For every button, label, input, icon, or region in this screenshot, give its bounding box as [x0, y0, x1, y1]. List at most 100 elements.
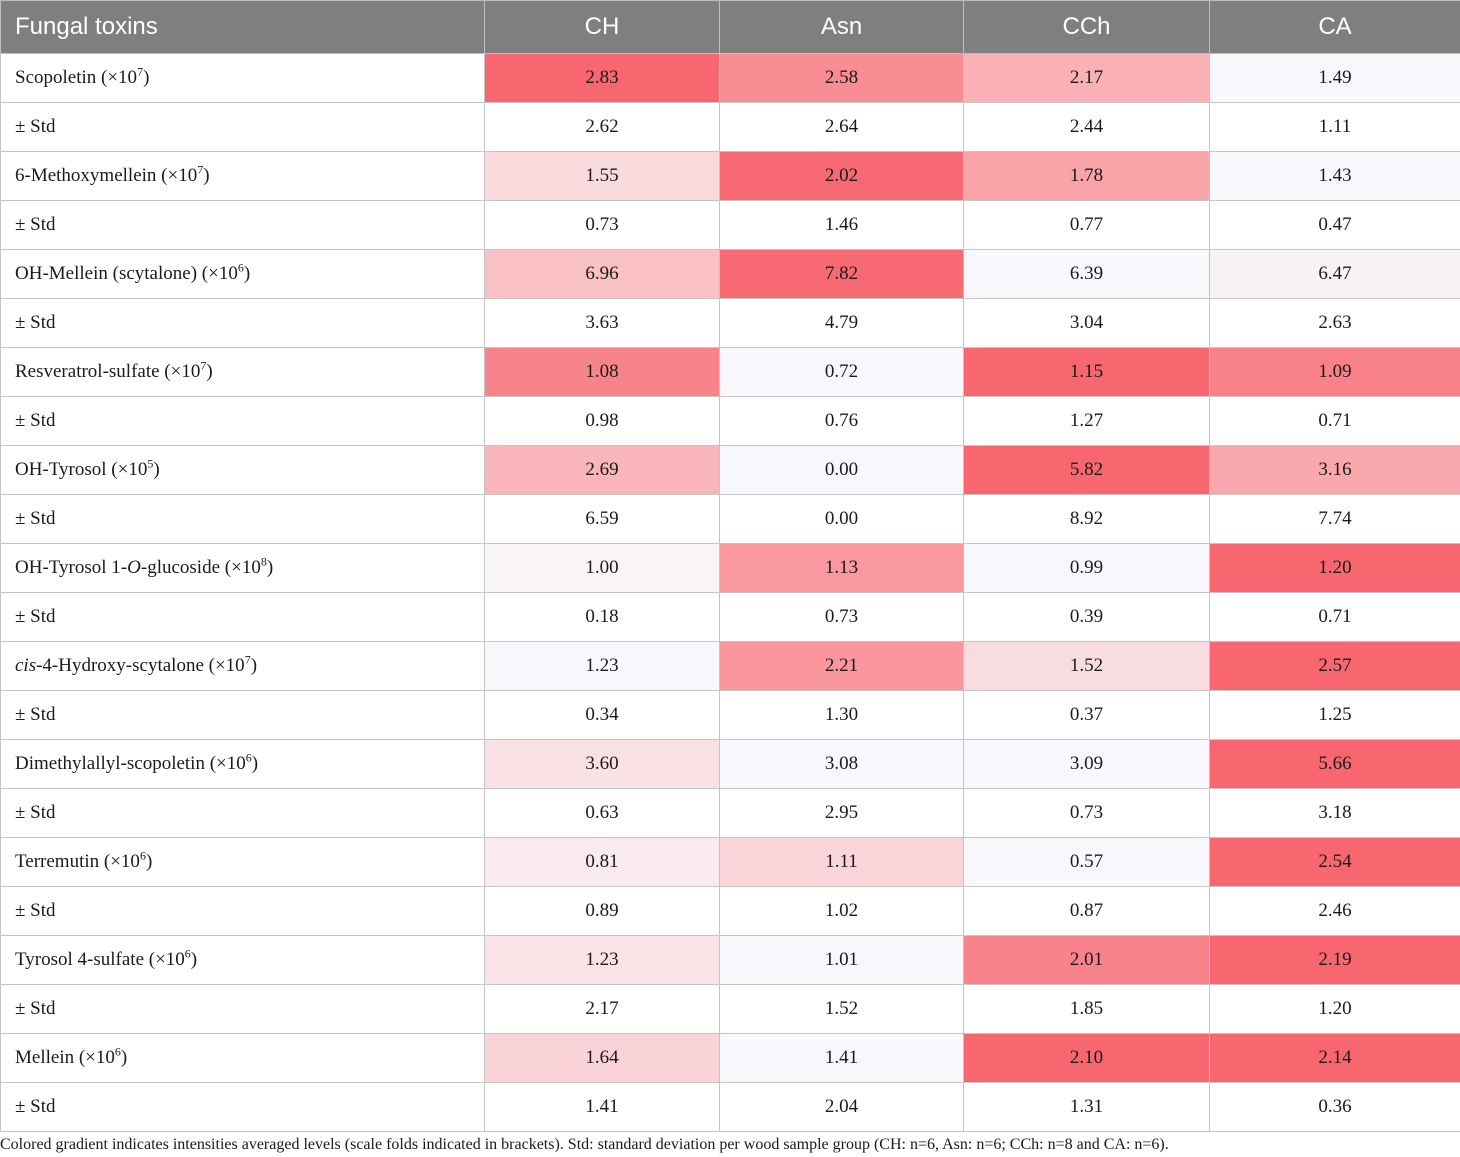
- compound-name-cell: ± Std: [0, 788, 485, 838]
- compound-name-suffix: ): [153, 459, 160, 480]
- scale-exponent: 6: [139, 848, 146, 863]
- value-cell: 2.17: [963, 53, 1210, 103]
- value-cell: 1.30: [719, 690, 964, 740]
- table-footnote: Colored gradient indicates intensities a…: [0, 1136, 1169, 1153]
- value-cell: 0.71: [1209, 592, 1460, 642]
- compound-name-italic: cis: [15, 655, 37, 676]
- compound-name-italic: O: [127, 557, 141, 578]
- table-row: ± Std 0.34 1.30 0.37 1.25: [0, 690, 1460, 740]
- compound-name-cell: OH-Tyrosol (×105): [0, 445, 485, 495]
- compound-name-suffix: ): [206, 361, 213, 382]
- compound-name-text: ± Std: [15, 606, 56, 627]
- value-cell: 1.78: [963, 151, 1210, 201]
- value-cell: 1.52: [719, 984, 964, 1034]
- table-row: ± Std 3.63 4.79 3.04 2.63: [0, 298, 1460, 348]
- table-row: ± Std 0.89 1.02 0.87 2.46: [0, 886, 1460, 936]
- value-cell: 2.83: [484, 53, 720, 103]
- compound-name-text: ± Std: [15, 312, 56, 333]
- scale-exponent: 8: [260, 554, 267, 569]
- value-cell: 1.23: [484, 641, 720, 691]
- value-cell: 7.74: [1209, 494, 1460, 544]
- value-cell: 2.95: [719, 788, 964, 838]
- value-cell: 0.76: [719, 396, 964, 446]
- value-cell: 0.98: [484, 396, 720, 446]
- compound-name-text: Dimethylallyl-scopoletin (×10: [15, 753, 246, 774]
- compound-name-suffix: ): [243, 263, 251, 284]
- scale-exponent: 7: [244, 652, 251, 667]
- table-row: ± Std 0.18 0.73 0.39 0.71: [0, 592, 1460, 642]
- compound-name-text: ± Std: [15, 900, 56, 921]
- value-cell: 1.02: [719, 886, 964, 936]
- scale-exponent: 7: [137, 64, 144, 79]
- compound-name-text: ± Std: [15, 802, 56, 823]
- compound-name-text: Tyrosol 4-sulfate (×10: [15, 949, 185, 970]
- compound-name-text: Resveratrol-sulfate (×10: [15, 361, 201, 382]
- compound-name-cell: ± Std: [0, 984, 485, 1034]
- value-cell: 0.18: [484, 592, 720, 642]
- value-cell: 3.08: [719, 739, 964, 789]
- value-cell: 2.19: [1209, 935, 1460, 985]
- value-cell: 4.79: [719, 298, 964, 348]
- compound-name-suffix: ): [190, 949, 198, 970]
- value-cell: 6.96: [484, 249, 720, 299]
- compound-name-text: ± Std: [15, 704, 56, 725]
- table-row: Terremutin (×106) 0.81 1.11 0.57 2.54: [0, 837, 1460, 887]
- table-row: OH-Tyrosol (×105) 2.69 0.00 5.82 3.16: [0, 445, 1460, 495]
- value-cell: 0.77: [963, 200, 1210, 250]
- scale-exponent: 7: [200, 358, 207, 373]
- value-cell: 1.15: [963, 347, 1210, 397]
- compound-name-text: Terremutin (×10: [15, 851, 140, 872]
- compound-name-text: OH-Tyrosol (×10: [15, 459, 148, 480]
- compound-name-suffix: ): [145, 851, 153, 872]
- value-cell: 5.82: [963, 445, 1210, 495]
- compound-name-cell: ± Std: [0, 396, 485, 446]
- scale-exponent: 6: [237, 260, 244, 275]
- compound-name-suffix: ): [203, 165, 210, 186]
- value-cell: 1.25: [1209, 690, 1460, 740]
- scale-exponent: 6: [184, 946, 191, 961]
- header-ca: CA: [1209, 0, 1460, 54]
- compound-name-cell: 6-Methoxymellein (×107): [0, 151, 485, 201]
- value-cell: 0.73: [719, 592, 964, 642]
- value-cell: 2.54: [1209, 837, 1460, 887]
- compound-name-suffix: ): [143, 67, 150, 88]
- value-cell: 0.37: [963, 690, 1210, 740]
- value-cell: 1.13: [719, 543, 964, 593]
- value-cell: 0.34: [484, 690, 720, 740]
- compound-name-cell: cis-4-Hydroxy-scytalone (×107): [0, 641, 485, 691]
- value-cell: 2.04: [719, 1082, 964, 1132]
- value-cell: 1.31: [963, 1082, 1210, 1132]
- fungal-toxins-table: Fungal toxins CH Asn CCh CA Scopoletin (…: [0, 0, 1460, 1132]
- compound-name-text: 6-Methoxymellein (×10: [15, 165, 198, 186]
- value-cell: 2.64: [719, 102, 964, 152]
- compound-name-text: ± Std: [15, 116, 56, 137]
- value-cell: 1.20: [1209, 543, 1460, 593]
- table-row: Scopoletin (×107) 2.83 2.58 2.17 1.49: [0, 53, 1460, 103]
- value-cell: 1.01: [719, 935, 964, 985]
- compound-name-cell: Scopoletin (×107): [0, 53, 485, 103]
- value-cell: 5.66: [1209, 739, 1460, 789]
- value-cell: 0.73: [484, 200, 720, 250]
- value-cell: 0.00: [719, 494, 964, 544]
- table-row: Tyrosol 4-sulfate (×106) 1.23 1.01 2.01 2.19: [0, 935, 1460, 985]
- header-fungal-toxins: Fungal toxins: [0, 0, 485, 54]
- value-cell: 1.85: [963, 984, 1210, 1034]
- table-row: Dimethylallyl-scopoletin (×106) 3.60 3.08 3…: [0, 739, 1460, 789]
- value-cell: 0.87: [963, 886, 1210, 936]
- value-cell: 2.69: [484, 445, 720, 495]
- value-cell: 1.64: [484, 1033, 720, 1083]
- value-cell: 2.02: [719, 151, 964, 201]
- value-cell: 1.41: [484, 1082, 720, 1132]
- value-cell: 1.41: [719, 1033, 964, 1083]
- header-asn: Asn: [719, 0, 964, 54]
- value-cell: 0.73: [963, 788, 1210, 838]
- value-cell: 2.01: [963, 935, 1210, 985]
- value-cell: 3.09: [963, 739, 1210, 789]
- compound-name-cell: ± Std: [0, 592, 485, 642]
- header-ch: CH: [484, 0, 720, 54]
- compound-name-text: ± Std: [15, 1096, 56, 1117]
- compound-name-cell: Dimethylallyl-scopoletin (×106): [0, 739, 485, 789]
- value-cell: 1.11: [1209, 102, 1460, 152]
- value-cell: 1.08: [484, 347, 720, 397]
- value-cell: 0.47: [1209, 200, 1460, 250]
